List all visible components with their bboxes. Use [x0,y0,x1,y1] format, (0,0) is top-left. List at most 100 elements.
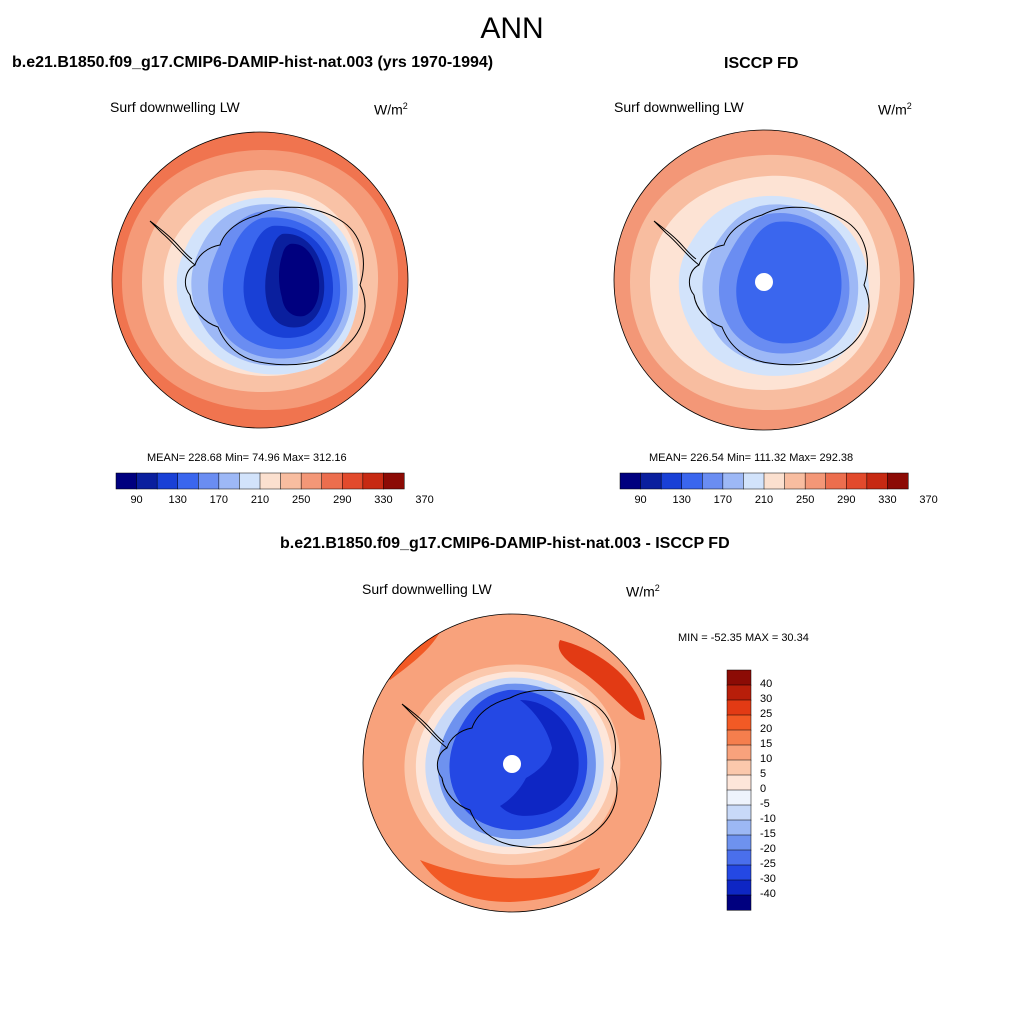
panel-3-field-level [558,640,645,720]
colorbar-swatch [726,864,752,881]
colorbar-swatch [640,472,662,490]
colorbar-swatch [726,789,752,806]
colorbar-tick-label: 330 [374,494,393,506]
colorbar-tick-label: 30 [760,693,773,705]
panel-2-variable: Surf downwelling LW [614,99,744,115]
panel-2-map-border [613,129,915,431]
colorbar-swatch [681,472,703,490]
panel-3-stats: MIN = -52.35 MAX = 30.34 [678,632,809,644]
figure-title: ANN [480,12,544,45]
panel-2-field-level [736,221,842,344]
colorbar-swatch [321,472,343,490]
colorbar-tick-label: 250 [291,494,311,506]
panel-3-pole-missing [503,755,521,773]
colorbar-tick-label: -20 [760,843,776,855]
colorbar-tick-label: -5 [760,798,770,810]
panel-2-units: W/m2 [878,101,912,118]
colorbar-swatch [300,472,323,490]
units-base: W/m [374,101,403,118]
panel-3-title: b.e21.B1850.f09_g17.CMIP6-DAMIP-hist-nat… [280,535,730,552]
panel-1-title: b.e21.B1850.f09_g17.CMIP6-DAMIP-hist-nat… [12,54,494,71]
panel-1-variable: Surf downwelling LW [110,99,240,115]
colorbar-swatch [726,699,752,716]
colorbar-tick-label: 370 [415,494,434,506]
colorbar-tick-label: 370 [919,494,938,506]
colorbar-tick-label: 25 [760,708,773,720]
colorbar-swatch [726,804,752,821]
colorbar-swatch [660,472,683,490]
panel-3-field-level [500,700,579,816]
colorbar-tick-label: 330 [878,494,897,506]
colorbar-tick-label: -25 [760,858,776,870]
colorbar-swatch [763,472,786,490]
colorbar-tick-label: -15 [760,828,776,840]
colorbar-tick-label: -30 [760,873,776,885]
colorbar-tick-label: 170 [209,494,229,506]
colorbar-swatch [115,472,138,490]
units-base: W/m [878,101,907,118]
colorbar-tick-label: 130 [672,494,691,506]
colorbar-swatch [726,849,752,866]
colorbar-tick-label: 170 [713,494,733,506]
units-exponent: 2 [402,101,408,111]
colorbar-tick-label: 250 [795,494,815,506]
colorbar-swatch [726,894,752,911]
colorbar-swatch [239,472,261,490]
panel-1-map-border [111,131,409,429]
colorbar-swatch [726,669,752,686]
colorbar-swatch [702,472,724,490]
colorbar-tick-label: 15 [760,738,773,750]
colorbar-swatch [726,714,752,731]
panel-1-stats: MEAN= 228.68 Min= 74.96 Max= 312.16 [147,452,347,464]
panel-1-units: W/m2 [374,101,408,118]
panel-1-field-level [279,243,320,317]
panel-2-map [613,129,915,431]
colorbar-swatch [846,472,868,490]
colorbar-swatch [726,744,752,761]
colorbar-swatch [218,472,240,490]
colorbar-swatch [726,819,752,836]
colorbar-tick-label: 290 [333,494,352,506]
colorbar-swatch [784,472,806,490]
panel-3-colorbar [726,669,752,911]
colorbar-tick-label: 210 [250,494,270,506]
colorbar-swatch [726,684,752,701]
panel-1-map [111,131,409,429]
colorbar-tick-label: 210 [754,494,774,506]
colorbar-tick-label: 290 [837,494,856,506]
colorbar-swatch [177,472,199,490]
colorbar-tick-label: 0 [760,783,767,795]
units-base: W/m [626,583,655,600]
colorbar-swatch [726,879,752,896]
panel-3-field-level [420,860,600,902]
panel-3-map-border [362,613,662,913]
colorbar-swatch [726,774,752,791]
colorbar-swatch [726,759,752,776]
colorbar-swatch [887,472,909,490]
colorbar-tick-label: 130 [168,494,187,506]
colorbar-swatch [156,472,179,490]
units-exponent: 2 [906,101,912,111]
colorbar-tick-label: -10 [760,813,776,825]
panel-3-units: W/m2 [626,583,660,600]
units-exponent: 2 [654,583,660,593]
colorbar-swatch [619,472,642,490]
panel-3-map [362,613,662,913]
colorbar-tick-label: 90 [634,494,647,506]
colorbar-tick-label: 90 [130,494,143,506]
colorbar-swatch [722,472,744,490]
colorbar-swatch [825,472,847,490]
colorbar-swatch [866,472,888,490]
colorbar-tick-label: -40 [760,888,776,900]
colorbar-tick-label: 5 [760,768,767,780]
colorbar-tick-label: 20 [760,723,773,735]
colorbar-swatch [743,472,765,490]
colorbar-swatch [362,472,384,490]
colorbar-swatch [342,472,364,490]
colorbar-swatch [259,472,282,490]
panel-3-variable: Surf downwelling LW [362,581,492,597]
colorbar-swatch [726,834,752,851]
panel-2-pole-missing [755,273,773,291]
colorbar-tick-label: 40 [760,678,773,690]
